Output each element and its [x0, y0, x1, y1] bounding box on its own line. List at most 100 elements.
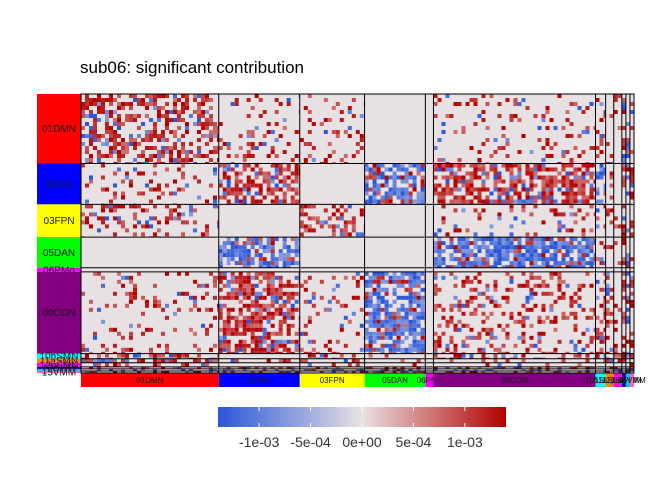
- heatmap-cell: [416, 366, 421, 369]
- heatmap-cell: [347, 126, 352, 130]
- heatmap-cell: [165, 150, 169, 154]
- heatmap-cell: [331, 212, 336, 217]
- heatmap-cell: [549, 175, 554, 180]
- heatmap-cell: [185, 98, 189, 102]
- heatmap-cell: [505, 241, 510, 246]
- heatmap-cell: [307, 130, 312, 134]
- heatmap-cell: [230, 162, 235, 164]
- heatmap-cell: [121, 224, 125, 229]
- heatmap-cell: [153, 130, 157, 134]
- heatmap-cell: [557, 228, 562, 233]
- heatmap-cell: [541, 114, 546, 118]
- heatmap-cell: [85, 122, 89, 126]
- heatmap-cell: [489, 335, 494, 340]
- heatmap-cell: [145, 224, 149, 229]
- heatmap-cell: [339, 110, 344, 114]
- heatmap-cell: [396, 343, 401, 348]
- heatmap-cell: [242, 195, 247, 200]
- heatmap-cell: [205, 126, 209, 130]
- heatmap-cell: [157, 134, 161, 138]
- heatmap-cell: [545, 175, 550, 180]
- heatmap-cell: [290, 368, 295, 371]
- heatmap-cell: [294, 241, 299, 246]
- heatmap-cell: [577, 199, 582, 204]
- heatmap-cell: [343, 315, 348, 320]
- heatmap-cell: [278, 295, 283, 300]
- heatmap-cell: [609, 287, 614, 292]
- heatmap-cell: [294, 171, 299, 176]
- heatmap-cell: [274, 237, 279, 242]
- heatmap-cell: [553, 327, 558, 332]
- heatmap-cell: [157, 303, 161, 308]
- heatmap-cell: [165, 102, 169, 106]
- heatmap-cell: [359, 208, 364, 213]
- heatmap-cell: [485, 295, 490, 300]
- heatmap-cell: [392, 171, 397, 176]
- heatmap-cell: [331, 371, 336, 373]
- heatmap-cell: [404, 199, 409, 204]
- heatmap-cell: [327, 118, 332, 122]
- heatmap-cell: [625, 283, 630, 288]
- heatmap-cell: [549, 257, 554, 262]
- heatmap-cell: [218, 249, 223, 254]
- heatmap-cell: [266, 343, 271, 348]
- heatmap-cell: [481, 237, 486, 242]
- heatmap-cell: [621, 175, 626, 180]
- heatmap-cell: [85, 183, 89, 188]
- heatmap-cell: [286, 323, 291, 328]
- heatmap-cell: [250, 241, 255, 246]
- heatmap-cell: [545, 368, 550, 371]
- heatmap-cell: [617, 358, 622, 363]
- heatmap-cell: [222, 335, 227, 340]
- heatmap-cell: [445, 371, 450, 373]
- heatmap-cell: [149, 146, 153, 150]
- heatmap-cell: [274, 138, 279, 142]
- heatmap-cell: [625, 353, 630, 358]
- heatmap-cell: [408, 175, 413, 180]
- heatmap-cell: [493, 167, 498, 172]
- heatmap-cell: [368, 351, 373, 354]
- heatmap-cell: [408, 327, 413, 332]
- heatmap-cell: [351, 228, 356, 233]
- heatmap-cell: [218, 122, 223, 126]
- heatmap-cell: [569, 303, 574, 308]
- heatmap-cell: [549, 265, 554, 268]
- heatmap-cell: [81, 110, 85, 114]
- heatmap-cell: [533, 303, 538, 308]
- heatmap-cell: [290, 199, 295, 204]
- heatmap-cell: [481, 142, 486, 146]
- heatmap-cell: [437, 191, 442, 196]
- heatmap-cell: [525, 106, 530, 110]
- heatmap-cell: [392, 351, 397, 354]
- heatmap-cell: [557, 212, 562, 217]
- heatmap-cell: [565, 110, 570, 114]
- heatmap-cell: [222, 323, 227, 328]
- heatmap-cell: [553, 241, 558, 246]
- heatmap-cell: [169, 191, 173, 196]
- heatmap-cell: [193, 331, 197, 336]
- heatmap-cell: [625, 253, 630, 258]
- heatmap-cell: [129, 142, 133, 146]
- heatmap-cell: [537, 245, 542, 250]
- heatmap-cell: [573, 183, 578, 188]
- heatmap-cell: [234, 237, 239, 242]
- heatmap-cell: [121, 179, 125, 184]
- heatmap-cell: [97, 106, 101, 110]
- heatmap-cell: [153, 94, 157, 98]
- heatmap-cell: [457, 228, 462, 233]
- heatmap-cell: [537, 195, 542, 200]
- column-network-label: 01DMN: [136, 376, 163, 385]
- heatmap-cell: [404, 295, 409, 300]
- heatmap-cell: [173, 179, 177, 184]
- heatmap-cell: [129, 183, 133, 188]
- heatmap-cell: [577, 362, 582, 367]
- heatmap-cell: [577, 261, 582, 266]
- heatmap-cell: [541, 241, 546, 246]
- heatmap-cell: [213, 150, 217, 154]
- heatmap-cell: [485, 187, 490, 192]
- heatmap-cell: [157, 162, 161, 164]
- heatmap-cell: [449, 114, 454, 118]
- heatmap-cell: [408, 275, 413, 280]
- heatmap-cell: [254, 339, 259, 344]
- heatmap-cell: [270, 199, 275, 204]
